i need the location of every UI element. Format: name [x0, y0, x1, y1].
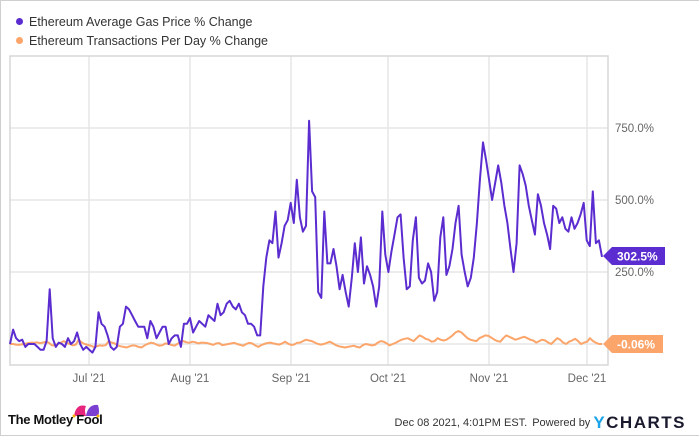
- svg-text:500.0%: 500.0%: [615, 195, 654, 207]
- svg-text:250.0%: 250.0%: [615, 267, 654, 279]
- legend-label: Ethereum Transactions Per Day % Change: [29, 33, 269, 48]
- y-axis-labels: 0.00%250.0%500.0%750.0%: [615, 123, 654, 351]
- legend-dot-icon: [16, 18, 23, 25]
- badge-gas-price: 302.5%: [603, 247, 665, 265]
- plot-area-border: [9, 55, 609, 366]
- svg-text:Oct '21: Oct '21: [370, 373, 406, 385]
- legend-item-transactions[interactable]: Ethereum Transactions Per Day % Change: [16, 31, 268, 50]
- jester-hat-icon: [72, 404, 100, 418]
- timestamp: Dec 08 2021, 4:01PM EST.: [394, 417, 528, 429]
- svg-text:Nov '21: Nov '21: [470, 373, 509, 385]
- svg-text:750.0%: 750.0%: [615, 123, 654, 135]
- brand-name: The Motley Fool: [8, 412, 103, 427]
- legend-dot-icon: [16, 37, 23, 44]
- badge-transactions: -0.06%: [603, 335, 663, 353]
- svg-text:Dec '21: Dec '21: [568, 373, 607, 385]
- legend-item-gas-price[interactable]: Ethereum Average Gas Price % Change: [16, 12, 268, 31]
- powered-by-label: Powered by: [532, 417, 591, 429]
- badge-gas-value: 302.5%: [617, 250, 658, 264]
- series-line-gas-price[interactable]: [9, 119, 603, 354]
- series-line-transactions[interactable]: [10, 330, 602, 349]
- badge-tx-value: -0.06%: [617, 338, 655, 352]
- legend-label: Ethereum Average Gas Price % Change: [29, 14, 253, 29]
- x-axis-labels: Jul '21 Aug '21 Sep '21 Oct '21 Nov '21 Dec '…: [73, 373, 607, 385]
- svg-text:Sep '21: Sep '21: [272, 373, 311, 385]
- ycharts-logo[interactable]: YCHARTS: [593, 413, 686, 432]
- svg-text:Jul '21: Jul '21: [73, 373, 106, 385]
- footer-attribution: Dec 08 2021, 4:01PM EST. Powered by YCHA…: [395, 413, 686, 433]
- legend: Ethereum Average Gas Price % Change Ethe…: [16, 12, 268, 50]
- svg-text:Aug '21: Aug '21: [171, 373, 210, 385]
